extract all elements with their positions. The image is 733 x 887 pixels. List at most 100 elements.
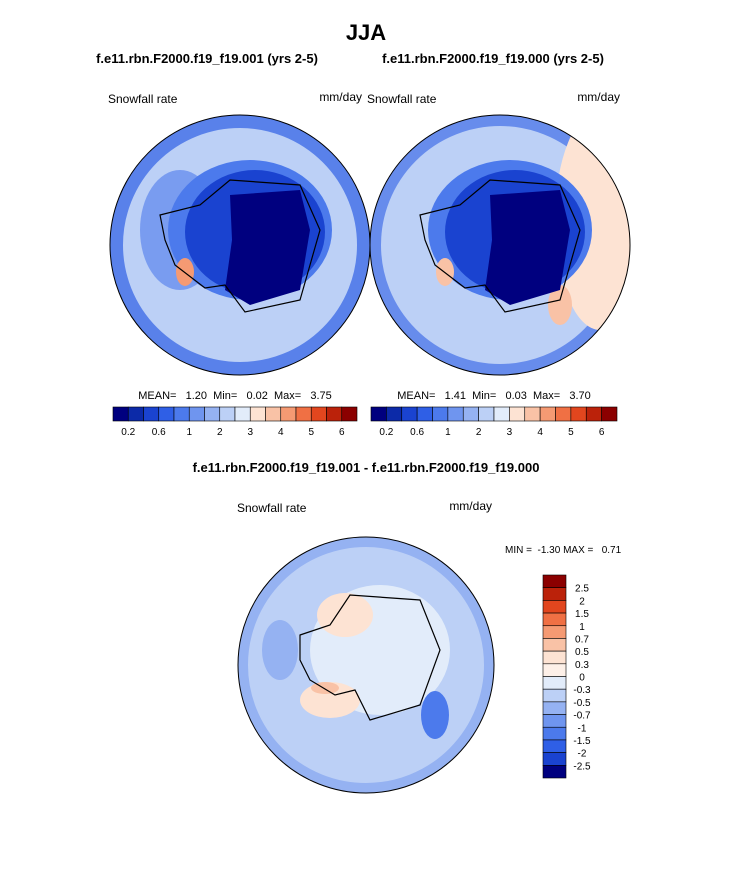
colorbar-box	[249, 406, 266, 422]
colorbar-label: -2	[578, 749, 587, 760]
units: mm/day	[577, 90, 620, 104]
colorbar-label: 0.5	[575, 647, 589, 658]
stats: MEAN= 1.20 Min= 0.02 Max= 3.75	[138, 390, 332, 402]
colorbar-box	[310, 406, 327, 422]
colorbar-label: 2	[579, 596, 585, 607]
map	[110, 115, 370, 375]
colorbar-label: 1	[445, 427, 451, 438]
colorbar-box	[112, 406, 129, 422]
colorbar-box	[326, 406, 343, 422]
colorbar: 2.52 1.5 10.7 0.5 0.3 0-0.3 -0.5 -0.7-1 -1.5 -2-2…	[542, 574, 591, 779]
variable: Snowfall rate	[237, 501, 307, 515]
colorbar-box	[542, 612, 567, 627]
colorbar-label: 2.5	[575, 584, 589, 595]
colorbar-label: 4	[278, 427, 284, 438]
colorbar-label: 4	[537, 427, 543, 438]
colorbar-box	[280, 406, 297, 422]
panel-case: f.e11.rbn.F2000.f19_f19.001 (yrs 2-5)	[96, 51, 318, 66]
colorbar-box	[542, 688, 567, 703]
colorbar-label: 3	[507, 427, 513, 438]
colorbar-box	[370, 406, 387, 422]
colorbar-box	[542, 739, 567, 753]
colorbar-box	[542, 625, 567, 639]
colorbar-box	[493, 406, 510, 422]
colorbar-label: 2	[476, 427, 482, 438]
difference-title: f.e11.rbn.F2000.f19_f19.001 - f.e11.rbn.…	[193, 460, 540, 475]
colorbar-box	[204, 406, 221, 422]
colorbar-box	[447, 406, 464, 422]
map-border	[237, 536, 495, 794]
colorbar-box	[401, 406, 418, 422]
colorbar-box	[158, 406, 175, 422]
colorbar-label: -2.5	[573, 761, 591, 772]
colorbar-box	[341, 406, 358, 422]
colorbar-label: -0.5	[573, 698, 591, 709]
colorbar-box	[542, 701, 567, 715]
colorbar-box	[432, 406, 449, 422]
colorbar-label: 5	[568, 427, 574, 438]
colorbar-label: 0.2	[121, 427, 135, 438]
colorbar-label: 6	[339, 427, 345, 438]
colorbar-label: 1	[579, 622, 585, 633]
colorbar-box	[127, 406, 144, 422]
colorbar-box	[478, 406, 495, 422]
colorbar-box	[234, 406, 251, 422]
colorbar-label: 2	[217, 427, 223, 438]
colorbar-label: 1.5	[575, 609, 589, 620]
colorbar-box	[555, 406, 572, 422]
colorbar-label: 5	[308, 427, 314, 438]
variable: Snowfall rate	[367, 92, 437, 106]
colorbar-label: 0	[579, 673, 585, 684]
colorbar-box	[542, 714, 567, 728]
colorbar-box	[265, 406, 282, 422]
colorbar-label: 3	[247, 427, 253, 438]
colorbar-box	[188, 406, 205, 422]
colorbar-box	[143, 406, 160, 422]
colorbar-box	[570, 406, 587, 422]
colorbar-label: 0.7	[575, 634, 589, 645]
panel-case: f.e11.rbn.F2000.f19_f19.000 (yrs 2-5)	[382, 51, 604, 66]
colorbar: 0.2 0.6 1 2 3 4 5 6	[370, 406, 618, 438]
colorbar-label: -0.7	[573, 711, 591, 722]
colorbar-label: 1	[186, 427, 192, 438]
map	[370, 115, 630, 375]
colorbar-box	[601, 406, 618, 422]
colorbar-box	[524, 406, 541, 422]
colorbar-box	[295, 406, 312, 422]
stats: MIN = -1.30 MAX = 0.71	[505, 545, 622, 556]
colorbar-label: -1	[578, 723, 587, 734]
colorbar-box	[539, 406, 556, 422]
colorbar-box	[509, 406, 526, 422]
colorbar-label: 0.6	[152, 427, 166, 438]
colorbar-box	[173, 406, 190, 422]
colorbar-box	[542, 726, 567, 741]
colorbar-box	[542, 587, 567, 601]
stats: MEAN= 1.41 Min= 0.03 Max= 3.70	[397, 390, 591, 402]
units: mm/day	[449, 499, 492, 513]
colorbar: 0.2 0.6 1 2 3 4 5 6	[112, 406, 358, 438]
colorbar-label: 6	[599, 427, 605, 438]
colorbar-label: 0.6	[410, 427, 424, 438]
colorbar-box	[542, 663, 567, 677]
colorbar-label: -0.3	[573, 685, 591, 696]
colorbar-box	[416, 406, 433, 422]
colorbar-box	[585, 406, 602, 422]
variable: Snowfall rate	[108, 92, 178, 106]
colorbar-label: 0.3	[575, 660, 589, 671]
colorbar-box	[542, 650, 567, 665]
map	[238, 537, 494, 793]
colorbar-box	[542, 765, 567, 779]
colorbar-box	[219, 406, 236, 422]
colorbar-label: 0.2	[379, 427, 393, 438]
colorbar-box	[542, 638, 567, 652]
colorbar-box	[386, 406, 403, 422]
colorbar-box	[542, 600, 567, 614]
colorbar-label: -1.5	[573, 736, 591, 747]
colorbar-box	[542, 676, 567, 690]
map-border	[369, 114, 631, 376]
title: JJA	[346, 20, 386, 45]
units: mm/day	[319, 90, 362, 104]
colorbar-box	[542, 752, 567, 766]
colorbar-box	[542, 574, 567, 588]
